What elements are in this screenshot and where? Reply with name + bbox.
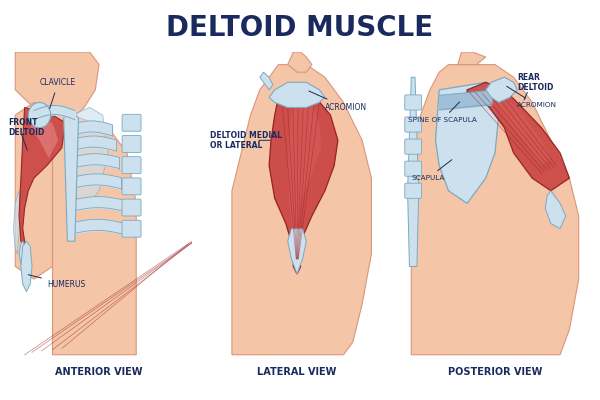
Polygon shape [412,65,579,355]
Text: ACROMION: ACROMION [506,86,557,108]
Text: ACROMION: ACROMION [309,91,367,112]
Polygon shape [71,108,109,203]
FancyBboxPatch shape [405,95,422,110]
Text: REAR
DELTOID: REAR DELTOID [517,72,554,92]
Polygon shape [458,52,486,65]
Text: DELTOID MUSCLE: DELTOID MUSCLE [166,14,434,42]
Polygon shape [13,191,21,254]
FancyBboxPatch shape [405,139,422,154]
Text: FRONT
DELTOID: FRONT DELTOID [8,118,44,137]
Polygon shape [30,120,58,158]
Polygon shape [436,82,499,203]
FancyBboxPatch shape [405,183,422,198]
Polygon shape [407,77,419,266]
Polygon shape [486,90,551,166]
Polygon shape [545,191,566,229]
Polygon shape [288,52,312,72]
Polygon shape [288,229,307,274]
Polygon shape [467,82,569,191]
Polygon shape [53,115,136,355]
Polygon shape [19,108,65,249]
Polygon shape [288,95,321,241]
Polygon shape [64,112,79,241]
Polygon shape [19,241,30,269]
FancyBboxPatch shape [122,157,141,174]
Text: SCAPULA: SCAPULA [412,160,452,181]
FancyBboxPatch shape [122,136,141,152]
Ellipse shape [28,102,50,128]
Text: LATERAL VIEW: LATERAL VIEW [257,368,337,378]
FancyBboxPatch shape [122,199,141,216]
Polygon shape [269,82,325,108]
Polygon shape [21,241,32,292]
Polygon shape [260,72,273,90]
FancyBboxPatch shape [122,114,141,131]
Polygon shape [16,52,99,123]
Polygon shape [16,102,53,279]
FancyBboxPatch shape [405,161,422,176]
Text: HUMERUS: HUMERUS [28,275,85,289]
Text: ANTERIOR VIEW: ANTERIOR VIEW [55,368,143,378]
FancyBboxPatch shape [122,220,141,237]
FancyBboxPatch shape [122,178,141,195]
Text: SPINE OF SCAPULA: SPINE OF SCAPULA [407,102,476,123]
FancyBboxPatch shape [405,117,422,132]
Polygon shape [269,90,338,274]
Text: POSTERIOR VIEW: POSTERIOR VIEW [448,368,542,378]
Polygon shape [232,65,371,355]
Text: CLAVICLE: CLAVICLE [40,78,76,109]
Polygon shape [486,77,517,102]
Text: DELTOID MEDIAL
OR LATERAL: DELTOID MEDIAL OR LATERAL [209,131,281,150]
